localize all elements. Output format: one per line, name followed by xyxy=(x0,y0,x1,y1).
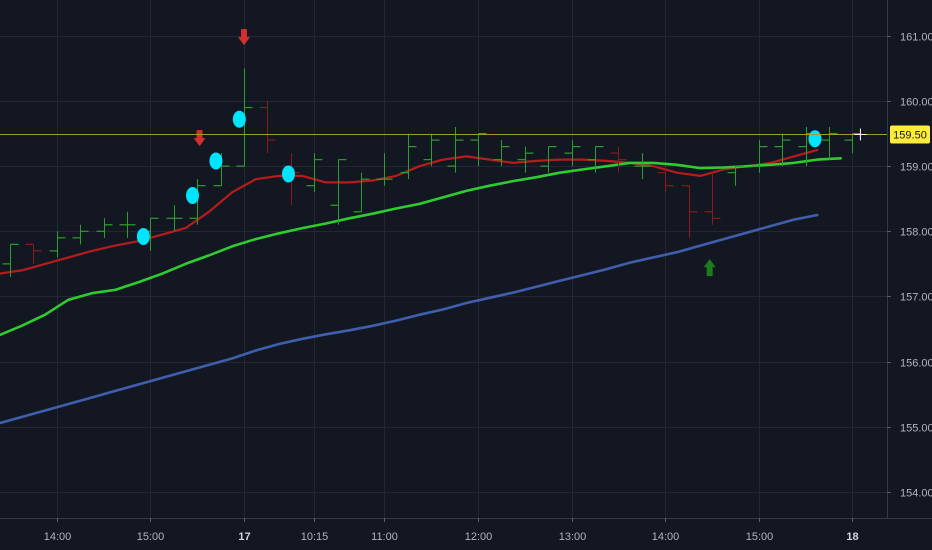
ohlc-bar xyxy=(259,100,276,154)
x-tick-label: 15:00 xyxy=(137,531,165,543)
ohlc-bar xyxy=(470,132,487,167)
ohlc-bar xyxy=(727,165,744,186)
ohlc-bar xyxy=(657,166,674,193)
y-tick-label: 156.00 xyxy=(900,358,932,370)
x-tick-label: 13:00 xyxy=(559,531,587,543)
last-price-line xyxy=(0,128,887,141)
ohlc-bar xyxy=(821,127,838,160)
ohlc-bar xyxy=(844,132,861,154)
y-tick-label: 161.00 xyxy=(900,32,932,44)
ohlc-bar xyxy=(353,172,370,213)
signal-dot xyxy=(136,228,150,246)
signal-dot xyxy=(808,130,822,148)
x-tick-label: 12:00 xyxy=(465,531,493,543)
ohlc-bar xyxy=(166,205,183,232)
ohlc-bar xyxy=(681,185,698,238)
ohlc-bar xyxy=(540,146,557,173)
x-tick-label: 14:00 xyxy=(44,531,72,543)
ohlc-bar xyxy=(330,159,347,225)
ohlc-bar xyxy=(423,133,440,167)
ohlc-bar xyxy=(774,133,791,167)
ohlc-bar xyxy=(564,140,581,167)
ohlc-bar xyxy=(189,179,206,225)
x-tick-label: 15:00 xyxy=(746,531,774,543)
series-line-2 xyxy=(0,157,842,337)
moving-average-lines xyxy=(0,148,842,425)
ohlc-bar xyxy=(25,243,42,264)
y-tick-label: 155.00 xyxy=(900,423,932,435)
last-price-value: 159.50 xyxy=(893,130,927,142)
ohlc-bar xyxy=(2,243,19,277)
ohlc-bar xyxy=(751,140,768,173)
ohlc-bar xyxy=(96,218,113,238)
ohlc-bar xyxy=(72,224,89,245)
last-price-badge xyxy=(890,125,930,144)
price-axis-labels: 161.00 160.00 159.00 158.00 157.00 156.00 155.… xyxy=(887,32,932,500)
ohlc-bar xyxy=(634,153,651,180)
x-tick-label: 14:00 xyxy=(652,531,680,543)
signal-dot xyxy=(186,186,200,204)
x-tick-label: 10:15 xyxy=(301,531,329,543)
signal-dot xyxy=(232,110,246,128)
ohlc-bar xyxy=(306,153,323,193)
ohlc-bar xyxy=(49,231,66,258)
y-tick-label: 158.00 xyxy=(900,227,932,239)
price-bars xyxy=(2,68,861,277)
ohlc-bar xyxy=(119,211,136,238)
ohlc-bar xyxy=(704,172,721,225)
y-tick-label: 159.00 xyxy=(900,162,932,174)
signal-dot xyxy=(281,165,295,183)
x-tick-label: 18 xyxy=(846,531,858,543)
buy-arrow-icon xyxy=(703,259,716,277)
ohlc-bar xyxy=(517,146,534,173)
series-line-1 xyxy=(0,148,819,275)
x-tick-label: 17 xyxy=(238,531,250,543)
ohlc-bar xyxy=(493,140,510,167)
sell-arrow-icon xyxy=(238,29,250,46)
x-tick-label: 11:00 xyxy=(371,531,398,543)
y-tick-label: 160.00 xyxy=(900,97,932,109)
axes xyxy=(0,0,932,519)
ohlc-bar xyxy=(376,153,393,186)
ohlc-bar xyxy=(610,146,627,173)
time-axis-labels: 14:00 15:00 17 10:15 11:00 12:00 13:00 14:00 15:… xyxy=(44,518,859,543)
ohlc-bar xyxy=(587,146,604,173)
ohlc-bar xyxy=(400,133,417,180)
y-tick-label: 157.00 xyxy=(900,292,932,304)
signal-dot xyxy=(209,152,223,170)
series-line-3 xyxy=(0,213,819,425)
y-tick-label: 154.00 xyxy=(900,488,932,500)
last-price-label: 159.50 xyxy=(890,125,930,144)
